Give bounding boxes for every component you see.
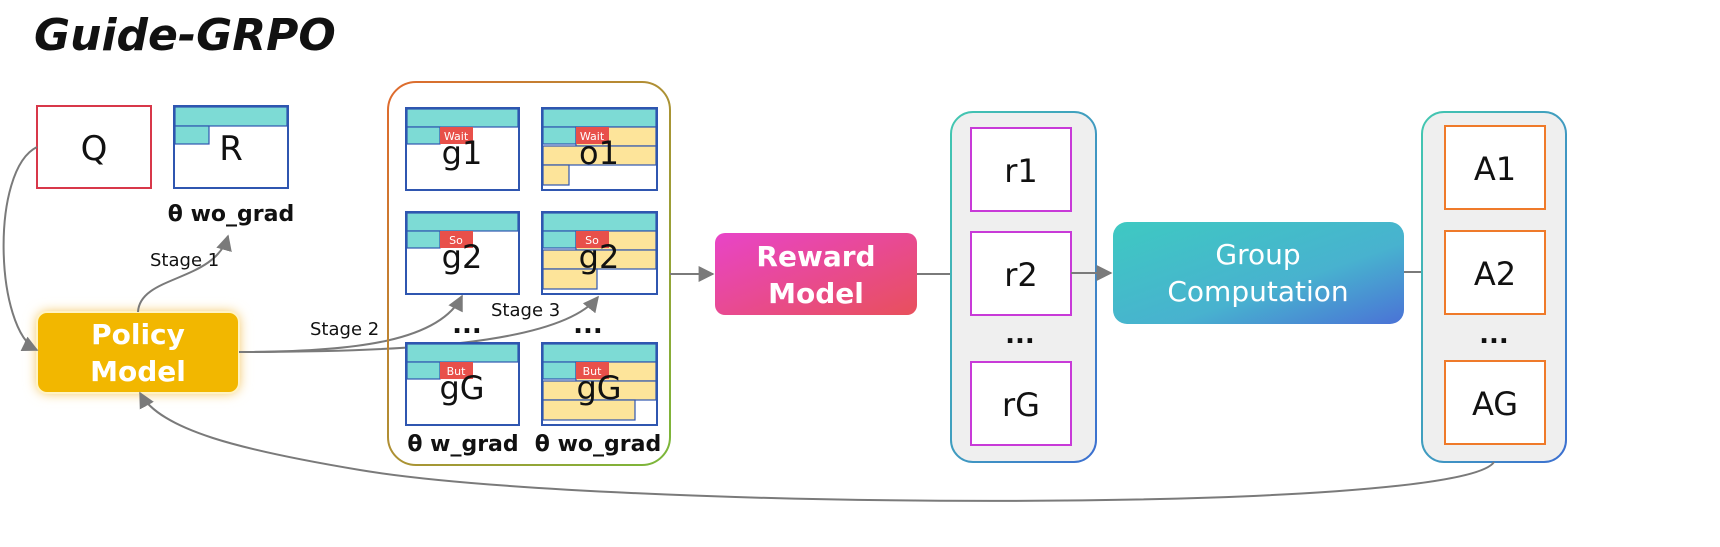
response-o1: Wait o1 <box>541 107 658 191</box>
response-label: g2 <box>579 238 620 276</box>
response-label: gG <box>576 369 621 407</box>
group-label-line1: Group <box>1215 238 1300 271</box>
reward-rG: rG <box>970 361 1072 446</box>
reward-label-line2: Model <box>768 277 864 310</box>
rewards-ellipsis: ... <box>1005 320 1035 350</box>
response-g2-guided: So g2 <box>541 211 658 295</box>
reward-value: rG <box>1002 386 1040 424</box>
advantage-aG: AG <box>1444 360 1546 445</box>
question-label: Q <box>81 129 108 169</box>
policy-model-box: Policy Model <box>36 311 240 394</box>
responses-left-ellipsis: ... <box>452 310 482 340</box>
response-gG-guided: But gG <box>541 342 658 426</box>
responses-right-caption: θ wo_grad <box>535 432 661 457</box>
tag-but: But <box>447 365 467 378</box>
reward-value: r2 <box>1004 256 1038 294</box>
reward-r2: r2 <box>970 231 1072 316</box>
reward-label-line1: Reward <box>756 240 875 273</box>
stage2-label: Stage 2 <box>310 319 379 340</box>
reward-value: r1 <box>1004 152 1038 190</box>
advantage-value: AG <box>1472 385 1518 423</box>
tag-wait: Wait <box>444 130 469 143</box>
q-to-policy-arrow <box>2 146 39 351</box>
advantage-a2: A2 <box>1444 230 1546 315</box>
tag-so: So <box>585 234 599 247</box>
response-label: g2 <box>442 238 483 276</box>
response-g1: Wait g1 <box>405 107 520 191</box>
reward-r1: r1 <box>970 127 1072 212</box>
advantage-value: A2 <box>1474 255 1516 293</box>
advantage-value: A1 <box>1474 150 1516 188</box>
group-computation-box: Group Computation <box>1113 222 1404 324</box>
group-label-line2: Computation <box>1167 275 1348 308</box>
feedback-arrow <box>139 391 1495 502</box>
policy-label-line2: Model <box>90 355 186 388</box>
responses-left-caption: θ w_grad <box>407 432 518 457</box>
reference-caption: θ wo_grad <box>168 202 294 227</box>
stage3-label: Stage 3 <box>491 300 560 321</box>
tag-but: But <box>583 365 603 378</box>
tag-so: So <box>449 234 463 247</box>
diagram-title: Guide-GRPO <box>34 10 336 61</box>
responses-right-ellipsis: ... <box>573 310 603 340</box>
tag-wait: Wait <box>580 130 605 143</box>
response-label: o1 <box>579 134 619 172</box>
policy-label-line1: Policy <box>91 318 185 351</box>
reference-label: R <box>219 129 243 169</box>
response-g2: So g2 <box>405 211 520 295</box>
reference-box: R <box>173 105 289 189</box>
advantage-a1: A1 <box>1444 125 1546 210</box>
reward-model-box: Reward Model <box>715 233 917 315</box>
question-box: Q <box>36 105 152 189</box>
response-gG: But gG <box>405 342 520 426</box>
response-label: gG <box>439 369 484 407</box>
response-label: g1 <box>442 134 483 172</box>
stage1-arrow <box>137 234 232 313</box>
stage1-label: Stage 1 <box>150 250 219 271</box>
advantages-ellipsis: ... <box>1479 320 1509 350</box>
